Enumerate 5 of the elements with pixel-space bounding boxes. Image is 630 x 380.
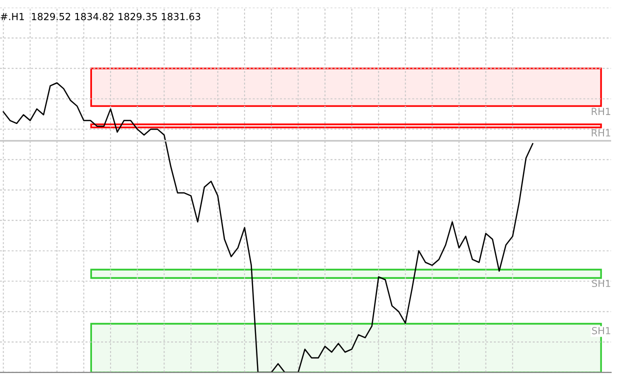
band-label: SH1 (592, 280, 610, 288)
band-label: RH1 (592, 129, 610, 136)
chart-title: #.H1 1829.52 1834.82 1829.35 1831.63 (0, 12, 200, 20)
band-label: RH1 (592, 108, 610, 115)
band-label: SH1 (592, 326, 610, 334)
